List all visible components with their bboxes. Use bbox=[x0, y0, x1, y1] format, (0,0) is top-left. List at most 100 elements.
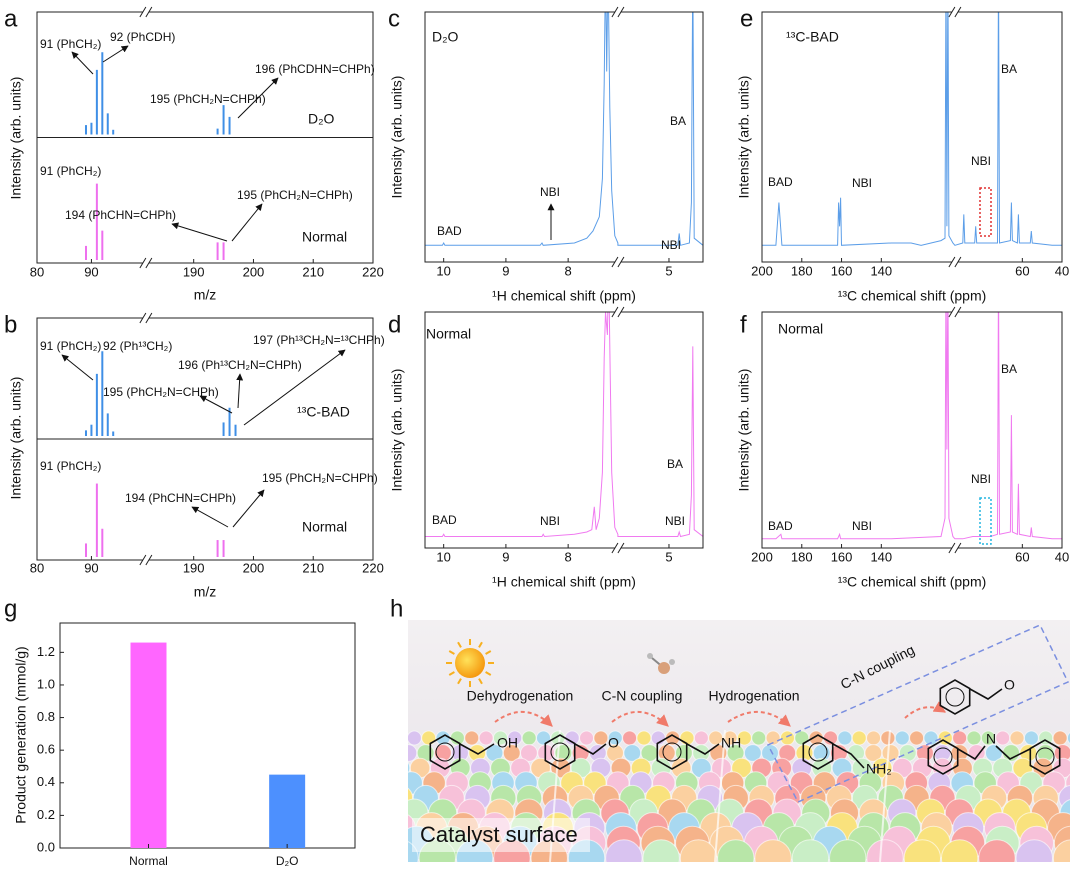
peak bbox=[112, 129, 115, 135]
annotation: 194 (PhCHN=CHPh) bbox=[65, 208, 176, 222]
series-label: Normal bbox=[426, 326, 471, 342]
sun-ray bbox=[478, 678, 483, 685]
surface-ball bbox=[636, 730, 652, 746]
y-tick-label: 0.0 bbox=[37, 839, 55, 854]
x-tick-label: 180 bbox=[791, 549, 813, 564]
surface-ball bbox=[995, 730, 1011, 746]
annotation: BAD bbox=[437, 224, 462, 238]
annotation: 92 (Ph¹³CH₂) bbox=[103, 339, 172, 353]
axis-break-gap bbox=[951, 9, 958, 15]
x-tick-label: 10 bbox=[436, 549, 450, 564]
surface-ball bbox=[408, 761, 411, 775]
axis-break-mark bbox=[617, 542, 625, 554]
ring-inner bbox=[933, 747, 953, 767]
series-label: D₂O bbox=[432, 29, 459, 45]
series-label: ¹³C-BAD bbox=[297, 404, 350, 420]
axis-break-gap bbox=[614, 259, 621, 265]
x-axis-label: ¹³C chemical shift (ppm) bbox=[838, 574, 987, 590]
x-axis-label: m/z bbox=[194, 287, 217, 303]
panel-letter: g bbox=[4, 595, 17, 622]
y-axis-label: Intensity (arb. units) bbox=[8, 377, 24, 500]
axis-break-gap bbox=[142, 315, 149, 321]
x-tick-label: 160 bbox=[831, 263, 853, 278]
peak bbox=[95, 483, 98, 557]
y-tick-label: 0.8 bbox=[37, 709, 55, 724]
surface-label-bg bbox=[412, 818, 590, 852]
axis-break-gap bbox=[951, 259, 958, 265]
ring-inner bbox=[808, 742, 828, 762]
benzene-ring bbox=[939, 679, 971, 715]
surface-ball bbox=[393, 731, 407, 745]
axis-break-mark bbox=[954, 6, 962, 18]
plot-frame bbox=[761, 311, 1063, 549]
x-tick-label: 200 bbox=[751, 263, 773, 278]
plot-frame bbox=[36, 11, 374, 264]
y-tick-label: 0.2 bbox=[37, 807, 55, 822]
x-tick-label: 80 bbox=[30, 560, 44, 575]
annotation: NBI bbox=[665, 514, 685, 528]
x-tick-label: Normal bbox=[129, 854, 168, 868]
benzene-ring bbox=[802, 734, 834, 770]
series-label: D₂O bbox=[308, 111, 335, 127]
x-tick-label: 200 bbox=[751, 549, 773, 564]
x-axis-label: ¹³C chemical shift (ppm) bbox=[838, 288, 987, 304]
axis-break-mark bbox=[948, 542, 956, 554]
spectrum bbox=[425, 12, 703, 246]
annotation: 195 (PhCH₂N=CHPh) bbox=[103, 385, 219, 399]
surface-ball bbox=[464, 730, 480, 746]
axis-break-gap bbox=[614, 545, 621, 551]
x-tick-label: 90 bbox=[84, 560, 98, 575]
surface-ball bbox=[717, 839, 755, 862]
annotation-arrow bbox=[71, 51, 94, 75]
plot-frame bbox=[36, 317, 374, 561]
surface-ball bbox=[1015, 839, 1053, 862]
surface-ball bbox=[1023, 730, 1039, 746]
surface-ball bbox=[421, 730, 437, 746]
peak bbox=[216, 242, 219, 260]
series-label: ¹³C-BAD bbox=[786, 29, 839, 45]
axis-break-mark bbox=[611, 542, 619, 554]
series-label: Normal bbox=[302, 519, 347, 535]
peak bbox=[84, 125, 87, 135]
annotation: NBI bbox=[971, 472, 991, 486]
bar bbox=[130, 642, 167, 848]
annotation-arrow bbox=[231, 203, 263, 242]
peak bbox=[106, 113, 109, 135]
series-label: Normal bbox=[778, 321, 823, 337]
y-axis-label: Intensity (arb. units) bbox=[736, 369, 752, 492]
surface-ball bbox=[679, 839, 718, 862]
axis-break-gap bbox=[142, 9, 149, 15]
surface-ball bbox=[779, 730, 795, 746]
panel-letter: c bbox=[388, 5, 400, 32]
axis-break-mark bbox=[145, 257, 153, 269]
annotation: 91 (PhCH₂) bbox=[40, 37, 101, 51]
reaction-arrow bbox=[494, 710, 553, 727]
surface-label: Catalyst surface bbox=[420, 822, 578, 847]
annotation: 196 (Ph¹³CH₂N=CHPh) bbox=[178, 358, 302, 372]
annotation: BA bbox=[670, 114, 686, 128]
annotation: 91 (PhCH₂) bbox=[40, 164, 101, 178]
step-label: Hydrogenation bbox=[708, 688, 799, 704]
surface-ball bbox=[1052, 839, 1070, 862]
surface-ball bbox=[622, 730, 638, 746]
axis-break-mark bbox=[948, 256, 956, 268]
annotation: BAD bbox=[768, 175, 793, 189]
x-tick-label: 8 bbox=[565, 549, 572, 564]
surface-ball bbox=[642, 839, 680, 862]
peak bbox=[222, 105, 225, 135]
x-tick-label: 200 bbox=[243, 560, 265, 575]
annotation: BA bbox=[1001, 362, 1017, 376]
peak bbox=[234, 424, 237, 436]
annotation-arrow bbox=[191, 506, 229, 528]
coupling-box bbox=[766, 624, 1070, 803]
x-tick-label: 9 bbox=[502, 263, 509, 278]
annotation-arrow bbox=[243, 349, 346, 426]
surface-ball bbox=[1072, 745, 1080, 762]
annotation: 91 (PhCH₂) bbox=[40, 459, 101, 473]
y-tick-label: 1.0 bbox=[37, 676, 55, 691]
surface-ball bbox=[754, 839, 792, 862]
surface-ball bbox=[579, 730, 595, 746]
x-tick-label: 180 bbox=[791, 263, 813, 278]
peak bbox=[101, 230, 104, 260]
bond bbox=[957, 745, 986, 761]
